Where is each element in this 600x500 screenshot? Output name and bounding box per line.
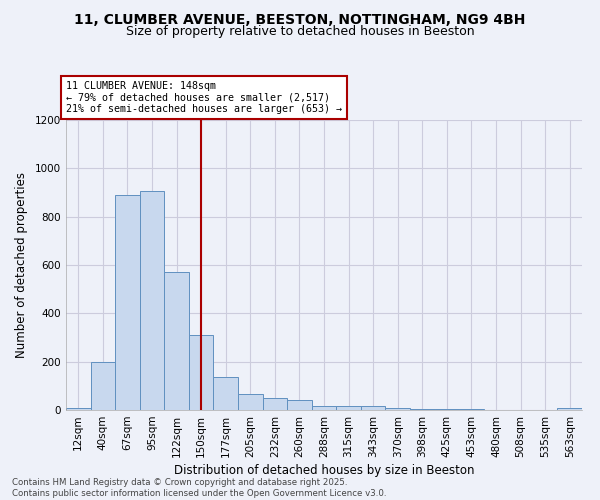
- X-axis label: Distribution of detached houses by size in Beeston: Distribution of detached houses by size …: [174, 464, 474, 477]
- Bar: [263, 398, 287, 410]
- Text: 11 CLUMBER AVENUE: 148sqm
← 79% of detached houses are smaller (2,517)
21% of se: 11 CLUMBER AVENUE: 148sqm ← 79% of detac…: [66, 81, 342, 114]
- Bar: [238, 394, 263, 410]
- Bar: [214, 378, 238, 410]
- Bar: [287, 400, 312, 410]
- Bar: [91, 362, 115, 410]
- Text: 11, CLUMBER AVENUE, BEESTON, NOTTINGHAM, NG9 4BH: 11, CLUMBER AVENUE, BEESTON, NOTTINGHAM,…: [74, 12, 526, 26]
- Bar: [66, 408, 91, 410]
- Bar: [361, 406, 385, 410]
- Bar: [140, 192, 164, 410]
- Bar: [164, 272, 189, 410]
- Bar: [336, 406, 361, 410]
- Bar: [312, 406, 336, 410]
- Bar: [385, 408, 410, 410]
- Text: Size of property relative to detached houses in Beeston: Size of property relative to detached ho…: [125, 25, 475, 38]
- Bar: [410, 409, 434, 410]
- Y-axis label: Number of detached properties: Number of detached properties: [15, 172, 28, 358]
- Bar: [557, 408, 582, 410]
- Text: Contains HM Land Registry data © Crown copyright and database right 2025.
Contai: Contains HM Land Registry data © Crown c…: [12, 478, 386, 498]
- Bar: [115, 195, 140, 410]
- Bar: [434, 409, 459, 410]
- Bar: [189, 335, 214, 410]
